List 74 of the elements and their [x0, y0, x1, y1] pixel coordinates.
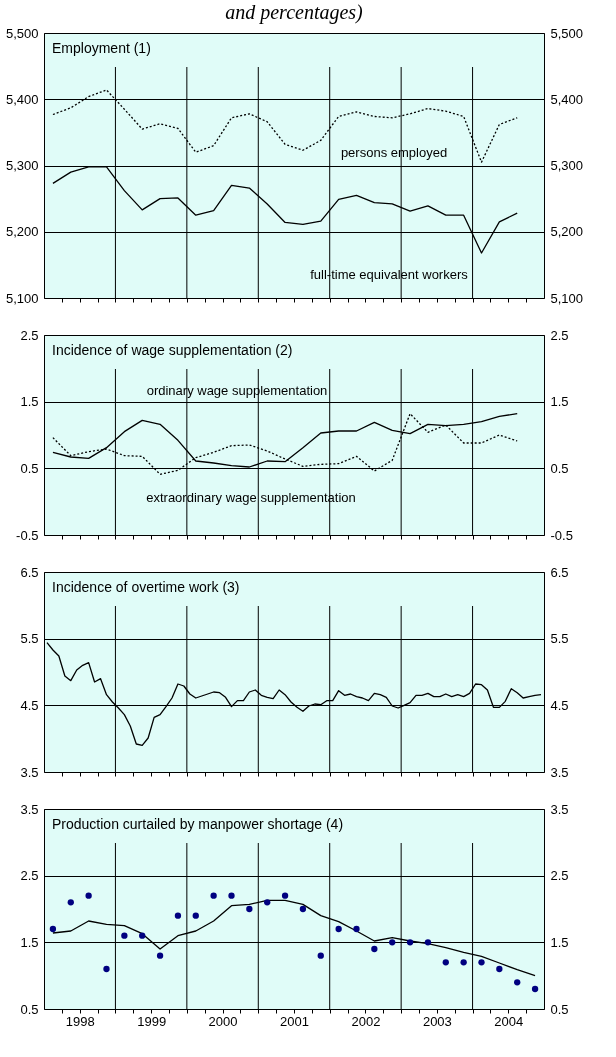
x-tick-label: 2004: [494, 1013, 524, 1029]
x-tick-label: 2000: [208, 1013, 238, 1029]
point: [103, 965, 110, 973]
y-tick-label: 5.5: [20, 631, 39, 647]
point: [496, 965, 503, 973]
x-tick-label: 2001: [280, 1013, 309, 1029]
y2-tick-label: 1.5: [550, 394, 569, 410]
point: [335, 925, 342, 933]
point: [228, 892, 235, 899]
y-tick-label: 5,200: [5, 224, 39, 240]
y-tick-label: 5,300: [5, 158, 39, 173]
y2-tick-label: 5,100: [550, 290, 584, 306]
y2-tick-label: 3.5: [550, 801, 569, 817]
x-tick-label: 2003: [422, 1013, 452, 1029]
x-tick-label: 2002: [351, 1013, 381, 1029]
point: [156, 952, 164, 959]
point: [246, 905, 253, 913]
point: [514, 979, 521, 986]
point: [531, 985, 539, 993]
y-tick-label: 5,100: [5, 290, 39, 306]
point: [192, 912, 199, 919]
y-tick-label: 1.5: [20, 394, 39, 410]
text: Incidence of overtime work (3): [52, 579, 240, 595]
y2-tick-label: 0.5: [550, 1001, 569, 1017]
y2-tick-label: 5,300: [550, 158, 584, 173]
y-tick-label: 3.5: [20, 764, 39, 780]
y2-tick-label: 6.5: [550, 564, 569, 580]
y-tick-label: 2.5: [20, 868, 39, 884]
text: Employment (1): [52, 40, 151, 56]
text: Production curtailed by manpower shortage (4): [52, 816, 344, 832]
y2-tick-label: 3.5: [550, 764, 569, 780]
point: [210, 892, 217, 899]
point: [317, 952, 324, 959]
x-tick-label: 1998: [65, 1013, 95, 1029]
text: Incidence of wage supplementation (2): [52, 342, 293, 358]
point: [67, 899, 74, 906]
y2-tick-label: 5,500: [550, 25, 584, 41]
y-tick-label: 1.5: [20, 934, 39, 950]
y-tick-label: 0.5: [20, 1001, 39, 1017]
y-tick-label: 2.5: [20, 327, 39, 343]
y2-tick-label: 5.5: [550, 631, 569, 647]
point: [389, 939, 396, 946]
point: [281, 892, 289, 899]
point: [424, 939, 432, 946]
point: [460, 959, 467, 966]
y2-tick-label: 5,200: [550, 224, 584, 240]
y2-tick-label: 4.5: [550, 697, 569, 713]
y2-tick-label: 2.5: [550, 868, 569, 884]
y2-tick-label: 2.5: [550, 327, 569, 343]
y-tick-label: 5,500: [5, 25, 39, 41]
point: [371, 945, 378, 953]
x-tick-label: 1999: [137, 1013, 167, 1029]
point: [299, 905, 307, 913]
y-tick-label: 4.5: [20, 697, 39, 713]
point: [442, 959, 449, 966]
y2-tick-label: 0.5: [550, 460, 569, 476]
y-tick-label: 6.5: [20, 564, 39, 580]
y2-tick-label: 5,400: [550, 91, 584, 107]
point: [406, 939, 414, 946]
y-tick-label: 0.5: [20, 460, 39, 476]
y2-tick-label: -0.5: [550, 527, 573, 543]
y-tick-label: 3.5: [20, 801, 39, 817]
point: [353, 925, 360, 933]
y2-tick-label: 1.5: [550, 934, 569, 950]
point: [264, 899, 271, 906]
y-tick-label: -0.5: [16, 527, 39, 543]
point: [85, 892, 92, 899]
point: [139, 932, 146, 939]
y-tick-label: 5,400: [5, 91, 39, 107]
text: and percentages): [225, 0, 364, 24]
point: [174, 912, 182, 919]
point: [121, 932, 128, 939]
point: [49, 925, 57, 933]
point: [478, 959, 485, 966]
